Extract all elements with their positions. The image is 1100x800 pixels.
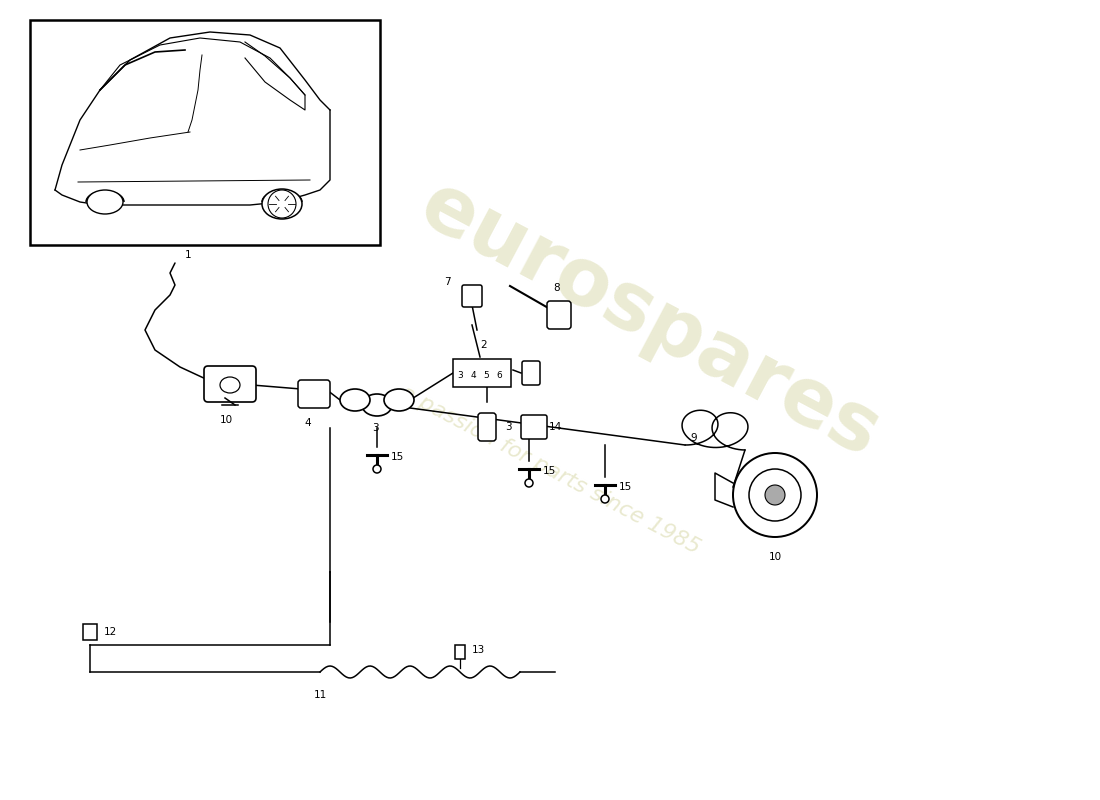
Bar: [453, 359, 512, 387]
Text: 14: 14: [549, 422, 562, 432]
FancyBboxPatch shape: [547, 301, 571, 329]
Text: 13: 13: [472, 645, 485, 655]
Ellipse shape: [262, 189, 303, 219]
Circle shape: [733, 453, 817, 537]
Circle shape: [764, 485, 785, 505]
Ellipse shape: [362, 394, 392, 416]
Text: 3: 3: [505, 422, 512, 432]
Text: 15: 15: [543, 466, 557, 476]
Text: 2: 2: [481, 340, 487, 350]
Ellipse shape: [220, 377, 240, 393]
Text: 3: 3: [458, 370, 463, 379]
Circle shape: [525, 479, 533, 487]
FancyBboxPatch shape: [298, 380, 330, 408]
Text: 8: 8: [553, 283, 560, 293]
Ellipse shape: [340, 389, 370, 411]
Text: 15: 15: [619, 482, 632, 492]
Text: 12: 12: [104, 627, 118, 637]
FancyBboxPatch shape: [478, 413, 496, 441]
FancyBboxPatch shape: [521, 415, 547, 439]
Text: a passion for parts since 1985: a passion for parts since 1985: [397, 382, 703, 558]
FancyBboxPatch shape: [204, 366, 256, 402]
Text: 6: 6: [496, 370, 502, 379]
Text: 5: 5: [483, 370, 488, 379]
Text: 11: 11: [314, 690, 327, 700]
Text: 4: 4: [305, 418, 311, 428]
FancyBboxPatch shape: [522, 361, 540, 385]
Bar: [30, 20, 379, 245]
Circle shape: [749, 469, 801, 521]
Text: 4: 4: [470, 370, 476, 379]
Text: 10: 10: [219, 415, 232, 425]
Text: 10: 10: [769, 552, 782, 562]
Text: 15: 15: [390, 452, 405, 462]
Text: 1: 1: [185, 250, 191, 260]
Ellipse shape: [384, 389, 414, 411]
Bar: [82, 624, 97, 640]
FancyBboxPatch shape: [462, 285, 482, 307]
Ellipse shape: [87, 190, 123, 214]
Text: 3: 3: [372, 423, 378, 433]
Circle shape: [373, 465, 381, 473]
Text: 9: 9: [690, 433, 696, 443]
Text: 7: 7: [444, 277, 451, 287]
Text: eurospares: eurospares: [407, 166, 893, 474]
Circle shape: [601, 495, 609, 503]
Bar: [455, 645, 465, 659]
